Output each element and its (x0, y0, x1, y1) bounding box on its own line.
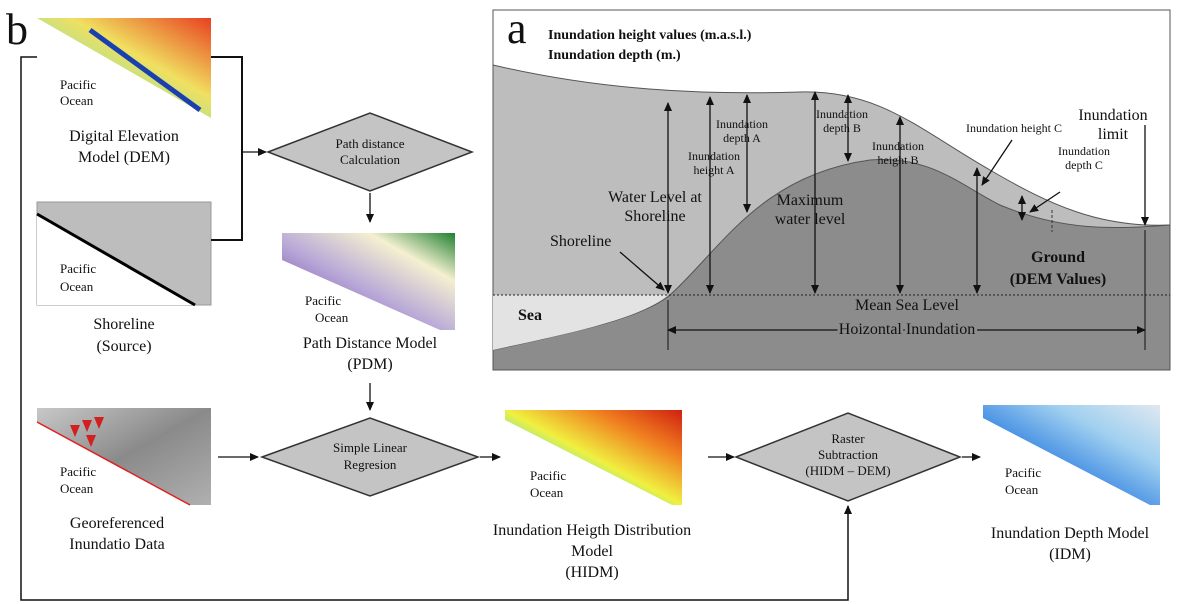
text-line: Inundatio Data (69, 536, 165, 553)
text-line: (Source) (96, 338, 151, 355)
text-line: water level (775, 211, 846, 228)
bracket (211, 57, 242, 240)
label: Hoizontal Inundation (839, 321, 975, 338)
text-line: Simple Linear (333, 440, 408, 455)
text-line: Subtraction (818, 447, 878, 462)
text-line: Inundation (1078, 107, 1147, 124)
label: Shoreline (550, 233, 611, 250)
text-line: Digital Elevation (69, 128, 179, 145)
text-line: Pacific (305, 293, 341, 308)
legend-text: Inundation depth (m.) (548, 48, 681, 63)
text-line: Inundation Depth Model (991, 525, 1150, 542)
text-line: Ground (1031, 249, 1085, 266)
caption: Shoreline (Source) (93, 316, 154, 355)
text-line: Inundation Heigth Distribution (493, 522, 691, 539)
panel-a: a Inundation height values (m.a.s.l.) In… (493, 4, 1170, 370)
panel-label: b (6, 5, 28, 54)
text-line: Raster (831, 431, 865, 446)
text-line: Pacific (60, 77, 96, 92)
text-line: Ocean (530, 485, 564, 500)
caption: Inundation Heigth Distribution Model (HIDM… (493, 522, 691, 581)
text-line: Water Level at (608, 189, 702, 206)
text-line: height B (878, 153, 919, 167)
text-line: depth C (1065, 158, 1103, 172)
text-line: Georeferenced (70, 515, 164, 532)
text-line: Pacific (60, 261, 96, 276)
label: Inundationheight A (688, 149, 740, 177)
label: Sea (518, 307, 542, 324)
text-line: Inundation (688, 149, 740, 163)
panel-label: a (507, 4, 527, 53)
text-line: Shoreline (93, 316, 154, 333)
text-line: (HIDM) (565, 564, 618, 581)
caption: Path Distance Model (PDM) (303, 335, 438, 373)
text-line: Inundation (872, 139, 924, 153)
text-line: Path Distance Model (303, 335, 438, 352)
caption: Inundation Depth Model (IDM) (991, 525, 1150, 563)
text-line: Pacific (530, 468, 566, 483)
text-line: Path distance (336, 136, 405, 151)
text-line: depth A (723, 131, 761, 145)
text-line: Inundation (1058, 144, 1110, 158)
text-line: Inundation (716, 117, 768, 131)
text-line: (IDM) (1049, 546, 1091, 563)
text-line: (DEM Values) (1010, 271, 1106, 288)
text-line: Calculation (340, 152, 400, 167)
caption: Digital Elevation Model (DEM) (69, 128, 179, 166)
text-line: Inundation (816, 107, 868, 121)
figure: a Inundation height values (m.a.s.l.) In… (0, 0, 1179, 604)
text-line: Regresion (344, 457, 397, 472)
label: Inundation height C (966, 121, 1062, 135)
text-line: (PDM) (347, 356, 392, 373)
text-line: Pacific (1005, 465, 1041, 480)
text-line: Model (DEM) (78, 149, 170, 166)
text-line: Ocean (1005, 482, 1039, 497)
text-line: Ocean (60, 279, 94, 294)
legend-text: Inundation height values (m.a.s.l.) (548, 28, 752, 43)
text-line: Ocean (315, 310, 349, 325)
label: Mean Sea Level (855, 297, 960, 314)
text-line: Maximum (777, 192, 844, 209)
caption: Georeferenced Inundatio Data (69, 515, 165, 553)
text-line: Model (571, 543, 613, 560)
text-line: depth B (823, 121, 861, 135)
text-line: (HIDM – DEM) (805, 463, 890, 478)
text-line: height A (694, 163, 735, 177)
text-line: limit (1098, 126, 1129, 143)
text-line: Ocean (60, 481, 94, 496)
text-line: Ocean (60, 93, 94, 108)
text-line: Shoreline (624, 208, 685, 225)
text-line: Pacific (60, 464, 96, 479)
